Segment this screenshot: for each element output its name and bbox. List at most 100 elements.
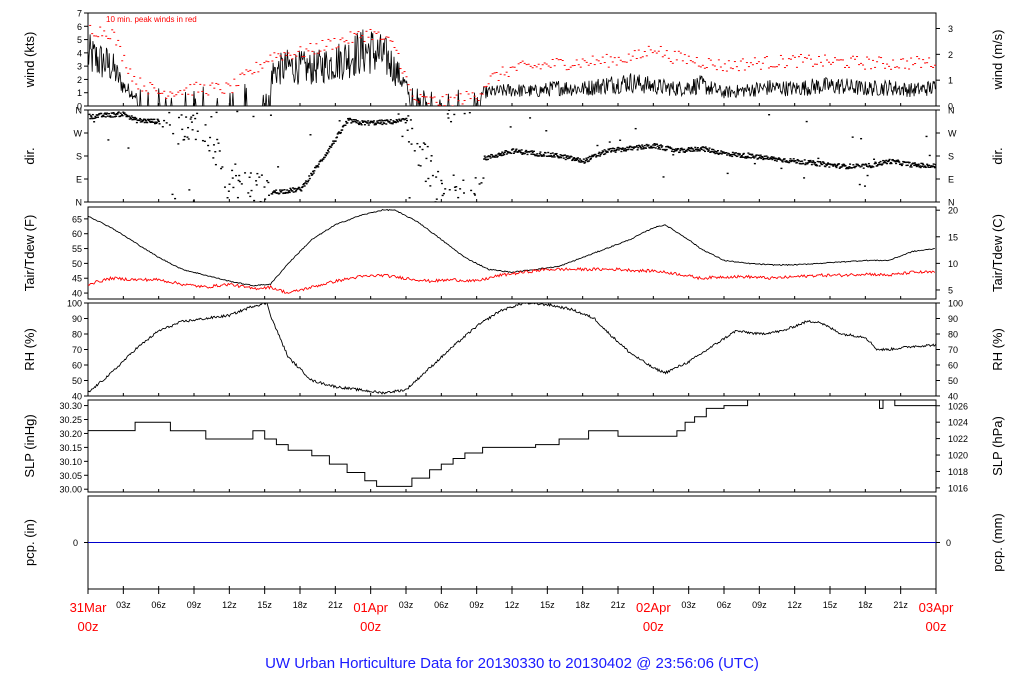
- direction-mark: [921, 162, 924, 165]
- direction-mark: [696, 150, 699, 152]
- direction-mark: [234, 174, 237, 177]
- direction-mark: [317, 166, 320, 168]
- direction-mark: [741, 156, 744, 158]
- direction-mark: [505, 153, 508, 155]
- direction-mark: [530, 153, 533, 155]
- direction-mark: [932, 163, 935, 165]
- direction-mark: [283, 189, 286, 191]
- direction-mark: [758, 157, 761, 159]
- direction-mark: [827, 162, 830, 164]
- direction-mark: [444, 188, 447, 190]
- y-tick-label-right: 0: [946, 538, 951, 548]
- y-tick-label: 80: [72, 330, 82, 340]
- direction-mark: [372, 120, 375, 122]
- direction-mark: [547, 151, 550, 154]
- direction-mark: [538, 155, 541, 157]
- direction-mark: [123, 112, 126, 114]
- direction-mark: [693, 150, 696, 152]
- time-tick-label: 15z: [257, 600, 272, 610]
- direction-mark: [662, 176, 665, 178]
- direction-mark: [369, 122, 372, 124]
- direction-mark: [812, 161, 815, 163]
- direction-mark: [120, 114, 123, 116]
- direction-mark: [529, 150, 532, 152]
- direction-mark: [410, 143, 413, 145]
- y-tick-label-right: 80: [948, 330, 958, 340]
- direction-mark: [762, 157, 765, 160]
- direction-mark: [759, 156, 762, 158]
- direction-mark: [161, 126, 164, 128]
- y-tick-label: W: [74, 129, 83, 139]
- y-tick-label: 30.20: [59, 429, 82, 439]
- direction-mark: [891, 158, 894, 161]
- direction-mark: [353, 119, 356, 121]
- direction-mark: [865, 165, 868, 167]
- direction-mark: [696, 147, 699, 149]
- direction-mark: [768, 114, 771, 116]
- direction-mark: [689, 150, 692, 152]
- direction-mark: [823, 162, 826, 165]
- time-tick-label: 12z: [505, 600, 520, 610]
- direction-mark: [765, 155, 768, 157]
- direction-mark: [134, 118, 137, 121]
- direction-mark: [497, 152, 500, 155]
- direction-mark: [550, 155, 553, 157]
- direction-mark: [834, 165, 837, 168]
- direction-mark: [113, 113, 116, 115]
- direction-mark: [247, 192, 250, 194]
- direction-mark: [610, 150, 613, 152]
- direction-mark: [867, 166, 870, 168]
- direction-mark: [357, 122, 360, 125]
- direction-mark: [622, 148, 625, 150]
- direction-mark: [677, 148, 680, 150]
- direction-mark: [258, 176, 261, 178]
- direction-mark: [317, 163, 320, 165]
- y-tick-label: 60: [72, 361, 82, 371]
- direction-mark: [278, 192, 281, 195]
- direction-mark: [214, 151, 217, 153]
- direction-mark: [378, 122, 381, 124]
- direction-mark: [411, 127, 414, 130]
- direction-mark: [764, 157, 767, 160]
- direction-mark: [328, 147, 331, 150]
- direction-mark: [889, 161, 892, 164]
- direction-mark: [824, 165, 827, 168]
- direction-mark: [870, 166, 873, 169]
- direction-mark: [897, 159, 900, 161]
- direction-mark: [608, 149, 611, 151]
- time-tick-label: 12z: [787, 600, 802, 610]
- direction-mark: [873, 162, 876, 165]
- direction-mark: [789, 158, 792, 160]
- y-tick-label: 40: [72, 392, 82, 402]
- direction-mark: [266, 180, 269, 182]
- direction-mark: [143, 118, 146, 120]
- direction-mark: [895, 162, 898, 165]
- direction-mark: [91, 117, 94, 120]
- y-tick-label: 100: [67, 299, 82, 309]
- panel-3: RH (%) RH (%) 40 50 60 70 80 90 100 40 50 60 70 80 90 1…: [22, 299, 1005, 402]
- direction-mark: [687, 148, 690, 150]
- direction-mark: [604, 153, 607, 155]
- direction-mark: [819, 162, 822, 164]
- direction-mark: [115, 115, 118, 118]
- direction-mark: [308, 177, 311, 180]
- time-tick-label: 06z: [151, 600, 166, 610]
- direction-mark: [347, 117, 350, 120]
- direction-mark: [874, 161, 877, 163]
- direction-mark: [920, 162, 923, 165]
- y-tick-label: 4: [77, 48, 82, 58]
- direction-mark: [223, 186, 226, 188]
- direction-mark: [385, 123, 388, 125]
- direction-mark: [207, 144, 210, 147]
- panel-annotation: 10 min. peak winds in red: [106, 15, 197, 24]
- direction-mark: [608, 141, 611, 143]
- direction-mark: [691, 148, 694, 150]
- direction-mark: [722, 151, 725, 153]
- y-tick-label: E: [76, 175, 82, 185]
- direction-mark: [426, 145, 429, 148]
- direction-mark: [319, 160, 322, 162]
- direction-mark: [273, 190, 276, 193]
- direction-mark: [457, 196, 460, 199]
- direction-mark: [577, 157, 580, 159]
- direction-mark: [493, 155, 496, 158]
